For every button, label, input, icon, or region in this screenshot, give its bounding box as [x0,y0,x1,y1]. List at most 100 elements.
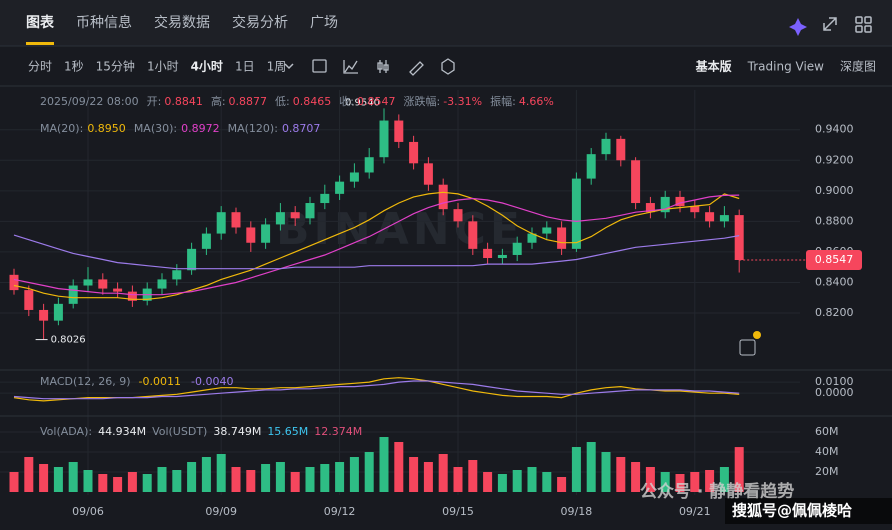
volume-bar [335,462,345,492]
candle-body [719,215,729,222]
x-tick-label: 09/09 [205,505,237,518]
view-button[interactable]: 深度图 [840,59,876,74]
high-annotation: 0.9540 [345,97,380,108]
legend-value: 0.8707 [282,122,321,135]
tab[interactable]: 广场 [310,15,338,31]
notice-icon[interactable] [739,339,756,356]
watermark: 搜狐号@佩佩棱哈 [732,502,852,520]
x-tick-label: 09/18 [561,505,593,518]
interval-button[interactable]: 1周 [267,60,287,74]
interval-button[interactable]: 1日 [235,60,255,74]
info-value: 4.66% [519,95,554,108]
candle-body [9,274,19,291]
volume-legend: 44.934M [98,425,146,438]
indicator-icon[interactable] [312,59,327,73]
y-tick-label: 0.9000 [815,184,854,197]
view-button[interactable]: 基本版 [695,59,732,74]
x-tick-label: 09/06 [72,505,104,518]
interval-button[interactable]: 4小时 [191,59,223,74]
volume-legend: Vol(USDT) [152,425,207,438]
volume-bar [616,457,626,492]
dropdown-icon[interactable] [284,63,294,70]
last-price-label: 0.8547 [815,253,854,266]
candle-body [675,196,685,207]
settings-icon[interactable] [441,58,455,75]
interval-button[interactable]: 1秒 [64,60,84,74]
legend-value: 0.8950 [87,122,126,135]
info-value: 0.8465 [293,95,332,108]
macd-line [13,380,740,400]
volume-bar [379,437,389,492]
interval-button[interactable]: 15分钟 [96,59,135,74]
interval-button[interactable]: 1小时 [147,60,179,74]
legend-label: MA(120): [228,122,278,135]
candle-body [468,221,478,249]
draw-icon[interactable] [409,61,424,76]
legend-label: MA(20): [40,122,83,135]
legend-value: 0.8972 [181,122,220,135]
volume-bar [586,442,596,492]
layout-icon[interactable] [855,16,872,33]
tab[interactable]: 币种信息 [76,14,132,31]
tab[interactable]: 交易数据 [154,14,210,31]
tab[interactable]: 图表 [26,14,55,31]
notice-dot [753,331,761,339]
volume-legend: 12.374M [314,425,362,438]
volume-bar [527,467,537,492]
chart-type-icon[interactable] [343,60,358,74]
moving-average-line [13,234,740,270]
volume-bar [483,472,493,492]
info-label: 振幅: [490,94,516,108]
info-time: 2025/09/22 08:00 [40,95,139,108]
candle-body [201,233,211,249]
volume-bar [68,462,78,492]
volume-bar [231,467,241,492]
candle-body [734,215,744,261]
volume-bar [675,474,685,492]
candle-body [586,154,596,179]
volume-bar [645,467,655,492]
watermark-backdrop [725,498,892,524]
candle-body [24,290,34,310]
y-tick-label: 0.8800 [815,214,854,227]
candle-body [275,212,285,225]
volume-bar [512,470,522,492]
candle-icon[interactable] [377,60,389,73]
info-label: 收: [339,94,354,108]
moving-average-line [13,191,740,300]
volume-bar [453,467,463,492]
candle-body [305,203,315,219]
volume-bar [497,474,507,492]
volume-bar [98,474,108,492]
volume-bar [24,457,34,492]
view-button[interactable]: Trading View [747,60,825,74]
candle-body [571,178,581,249]
candle-body [127,291,137,301]
volume-bar [542,472,552,492]
volume-bar [409,457,419,492]
x-tick-label: 09/21 [679,505,711,518]
volume-bar [660,472,670,492]
x-tick-label: 09/12 [324,505,356,518]
volume-bar [705,470,715,492]
candle-body [527,233,537,243]
watermark: BINANCE [276,204,524,255]
y-tick-label: 20M [815,465,839,478]
volume-bar [557,477,567,492]
ai-icon[interactable] [789,18,807,36]
volume-bar [201,457,211,492]
candle-body [98,279,108,289]
volume-bar [39,464,49,492]
interval-button[interactable]: 分时 [28,60,52,74]
candle-body [394,120,404,142]
expand-icon[interactable] [823,17,837,31]
candle-body [557,227,567,249]
candle-body [39,309,49,321]
low-annotation: 0.8026 [51,335,86,346]
y-tick-label: 0.9400 [815,123,854,136]
info-value: 0.8547 [357,95,396,108]
candle-body [53,303,63,321]
volume-bar [734,447,744,492]
volume-bar [157,467,167,492]
tab[interactable]: 交易分析 [232,14,288,31]
